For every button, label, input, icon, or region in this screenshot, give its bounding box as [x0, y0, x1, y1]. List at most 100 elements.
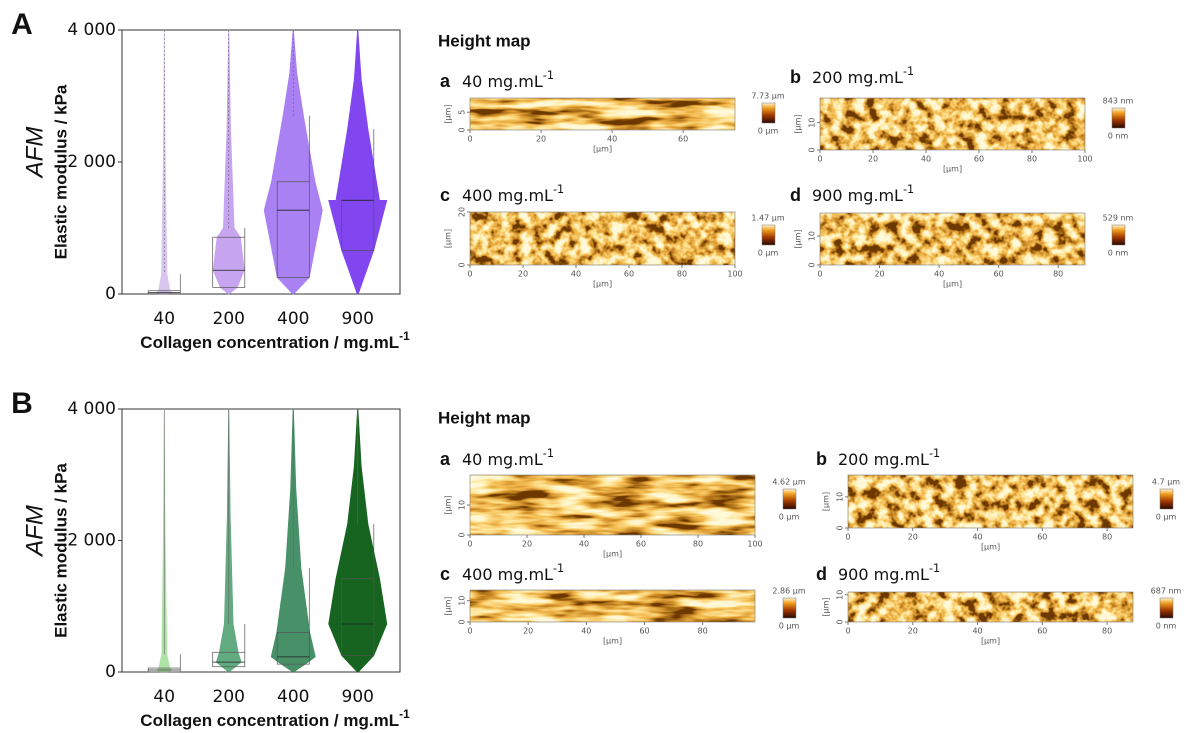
colorbar-max: 687 nm — [1151, 587, 1182, 596]
map-x-tick-label: 20 — [874, 270, 884, 279]
map-y-unit: [µm] — [444, 104, 453, 123]
x-tick-label: 40 — [153, 687, 175, 707]
map-letter: d — [816, 564, 827, 584]
map-y-tick-label: 0 — [458, 532, 467, 537]
map-x-tick-label: 40 — [921, 155, 931, 164]
map-x-tick-label: 60 — [636, 540, 646, 549]
map-x-tick-label: 0 — [817, 155, 822, 164]
map-label-main: 400 mg.mL — [462, 565, 553, 584]
x-tick-label: 900 — [342, 687, 374, 707]
map-y-tick-label: 10 — [458, 500, 467, 510]
colorbar — [761, 224, 776, 246]
map-label: 400 mg.mL-1 — [462, 562, 564, 584]
colorbar-max: 4.7 µm — [1152, 478, 1180, 487]
map-y-unit: [µm] — [444, 229, 453, 248]
x-tick-label: 400 — [277, 309, 309, 329]
map-y-tick-label: 0 — [458, 619, 467, 624]
map-x-unit: [µm] — [603, 550, 622, 559]
map-y-tick-label: 0 — [808, 262, 817, 267]
map-label: 900 mg.mL-1 — [812, 183, 914, 205]
box — [276, 181, 310, 278]
map-x-unit: [µm] — [981, 543, 1000, 552]
x-tick-label: 400 — [277, 687, 309, 707]
x-tick-label: 40 — [153, 309, 175, 329]
height-map-image — [848, 475, 1133, 528]
map-label-main: 900 mg.mL — [812, 186, 903, 205]
x-axis-label-sup: -1 — [399, 707, 410, 721]
map-x-tick-label: 80 — [1102, 627, 1112, 636]
map-label-sup: -1 — [929, 447, 940, 460]
colorbar-min: 0 µm — [758, 127, 779, 136]
map-y-tick-label: 10 — [808, 231, 817, 241]
colorbar-min: 0 µm — [1156, 513, 1177, 522]
map-label-main: 200 mg.mL — [812, 68, 903, 87]
map-label-sup: -1 — [929, 562, 940, 575]
map-x-unit: [µm] — [943, 280, 962, 289]
x-axis-label-sup: -1 — [399, 329, 410, 343]
map-label: 200 mg.mL-1 — [812, 65, 914, 87]
x-tick-label: 200 — [213, 309, 245, 329]
box — [341, 578, 375, 656]
map-x-tick-label: 100 — [727, 270, 742, 279]
map-y-tick-label: 10 — [808, 118, 817, 128]
map-frame — [469, 97, 736, 131]
height-map-image — [848, 592, 1133, 622]
height-map-image — [470, 212, 735, 265]
map-x-tick-label: 60 — [974, 155, 984, 164]
y-tick-label: 0 — [105, 284, 116, 304]
colorbar — [782, 488, 797, 510]
map-x-tick-label: 80 — [693, 540, 703, 549]
map-label: 400 mg.mL-1 — [462, 183, 564, 205]
colorbar — [1111, 224, 1126, 246]
colorbar-max: 843 nm — [1103, 97, 1134, 106]
map-label-main: 40 mg.mL — [462, 450, 543, 469]
map-label-sup: -1 — [553, 562, 564, 575]
map-y-tick-label: 20 — [458, 207, 467, 217]
map-label-main: 900 mg.mL — [838, 565, 929, 584]
map-frame — [847, 591, 1134, 623]
height-map-image — [820, 98, 1085, 150]
map-y-unit: [µm] — [822, 492, 831, 511]
map-letter: c — [440, 185, 450, 205]
height-map-image — [470, 475, 755, 535]
map-x-tick-label: 20 — [518, 270, 528, 279]
colorbar-min: 0 µm — [779, 513, 800, 522]
map-y-unit: [µm] — [822, 597, 831, 616]
colorbar — [761, 102, 776, 124]
map-x-tick-label: 40 — [934, 270, 944, 279]
map-frame — [847, 474, 1134, 529]
map-x-tick-label: 60 — [639, 627, 649, 636]
map-label: 200 mg.mL-1 — [838, 447, 940, 469]
colorbar-min: 0 nm — [1156, 622, 1177, 631]
height-map-title: Height map — [438, 408, 531, 427]
map-x-tick-label: 100 — [747, 540, 762, 549]
map-y-unit: [µm] — [444, 596, 453, 615]
map-x-unit: [µm] — [603, 637, 622, 646]
map-x-tick-label: 80 — [698, 627, 708, 636]
map-y-tick-label: 0 — [836, 619, 845, 624]
map-x-unit: [µm] — [593, 280, 612, 289]
height-map-image — [470, 590, 755, 622]
panel-letter: A — [11, 8, 33, 41]
map-x-tick-label: 80 — [1027, 155, 1037, 164]
x-tick-label: 900 — [342, 309, 374, 329]
map-y-tick-label: 5 — [458, 110, 467, 115]
map-y-tick-label: 0 — [458, 127, 467, 132]
map-label-main: 400 mg.mL — [462, 186, 553, 205]
map-label: 40 mg.mL-1 — [462, 69, 554, 91]
x-tick-label: 200 — [213, 687, 245, 707]
map-x-tick-label: 80 — [677, 270, 687, 279]
map-frame — [469, 211, 736, 266]
x-axis-label-main: Collagen concentration / mg.mL — [140, 711, 399, 730]
x-axis-label: Collagen concentration / mg.mL-1 — [140, 707, 410, 730]
map-x-tick-label: 0 — [467, 627, 472, 636]
map-frame — [469, 589, 756, 623]
map-frame — [819, 97, 1086, 151]
box — [276, 632, 310, 665]
colorbar-min: 0 µm — [779, 622, 800, 631]
x-axis-label-main: Collagen concentration / mg.mL — [140, 333, 399, 352]
map-x-tick-label: 0 — [467, 540, 472, 549]
map-x-tick-label: 40 — [607, 135, 617, 144]
map-x-tick-label: 80 — [1102, 533, 1112, 542]
